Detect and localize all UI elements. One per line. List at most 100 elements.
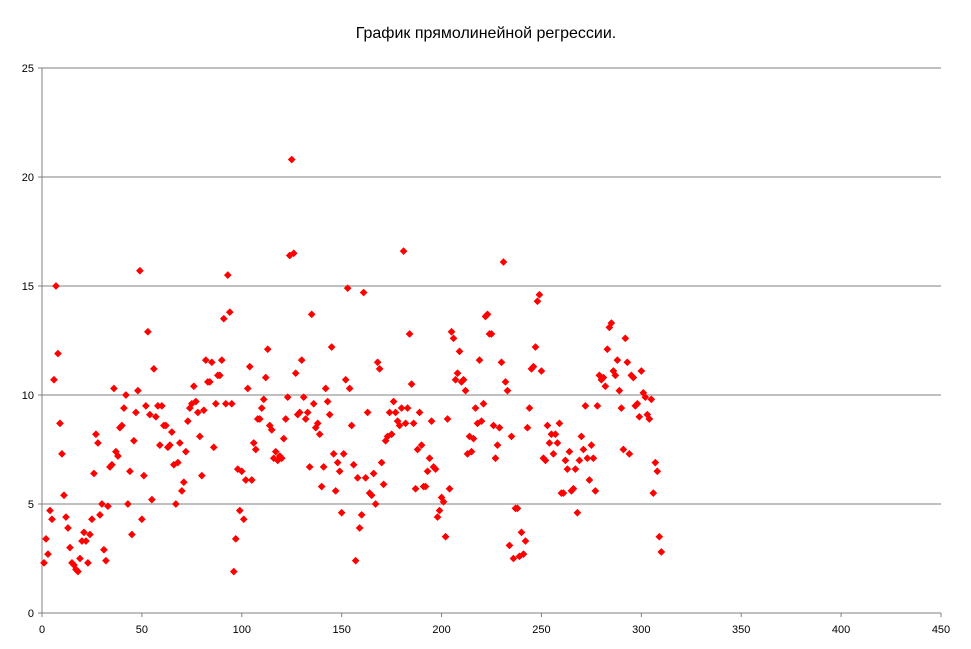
data-point (537, 367, 546, 375)
data-point (66, 543, 74, 552)
x-tick-label-3: 150 (332, 624, 350, 636)
x-tick-label-4: 200 (432, 624, 450, 636)
data-point (617, 404, 626, 413)
data-point (585, 476, 594, 484)
data-point (125, 467, 134, 476)
data-point (255, 415, 264, 423)
data-point (373, 358, 382, 367)
data-point (103, 502, 112, 511)
data-point (449, 334, 458, 343)
data-point (355, 524, 364, 532)
data-point (117, 421, 126, 430)
data-point (79, 528, 88, 537)
y-tick-label-0: 0 (28, 608, 34, 620)
data-point (289, 249, 298, 258)
data-point (613, 356, 622, 365)
data-point (157, 401, 166, 410)
data-point (395, 421, 404, 430)
data-point (587, 441, 596, 450)
data-point (191, 397, 200, 406)
data-point (333, 458, 342, 467)
data-point (569, 484, 578, 493)
data-point (583, 454, 592, 463)
data-point (359, 288, 368, 297)
data-point (139, 471, 148, 480)
data-point (401, 419, 410, 428)
data-point (455, 347, 464, 356)
data-point (503, 386, 512, 395)
data-point (147, 495, 156, 504)
data-point (173, 458, 182, 467)
data-point (519, 550, 528, 559)
data-point (411, 484, 420, 493)
data-point (465, 432, 474, 441)
data-point (257, 404, 266, 413)
data-point (317, 482, 326, 491)
data-point (209, 443, 218, 452)
data-point (161, 421, 170, 430)
data-point (323, 397, 332, 406)
data-point (81, 537, 90, 546)
data-point (149, 364, 158, 373)
data-point (635, 412, 644, 421)
data-point (44, 550, 52, 559)
data-point (483, 310, 492, 319)
data-point (201, 356, 210, 365)
data-point (633, 399, 642, 408)
data-point (46, 506, 54, 515)
y-tick-labels: 0 5 10 15 20 25 (22, 63, 34, 620)
data-point (129, 436, 138, 445)
data-point (235, 506, 244, 515)
data-point (351, 556, 360, 565)
data-point (225, 308, 234, 317)
axes (38, 67, 942, 617)
data-point (251, 445, 260, 454)
data-point (577, 432, 586, 441)
data-point (591, 486, 600, 495)
data-point (261, 373, 270, 382)
data-point (243, 384, 252, 393)
y-tick-label-1: 5 (28, 499, 34, 511)
data-point (141, 401, 150, 410)
x-tick-label-8: 400 (832, 624, 850, 636)
data-point (655, 532, 664, 541)
data-point (581, 401, 590, 410)
data-point (563, 465, 572, 474)
data-point (207, 358, 216, 367)
data-point (357, 510, 366, 519)
data-point (329, 449, 338, 458)
data-point (221, 399, 230, 408)
y-tick-label-4: 20 (22, 172, 34, 184)
data-point (529, 362, 538, 371)
data-point (58, 449, 66, 458)
data-point (91, 430, 100, 439)
data-point (219, 314, 228, 323)
data-point (535, 290, 544, 299)
data-point (555, 419, 564, 428)
data-point (97, 500, 106, 508)
data-point (309, 399, 318, 408)
data-point (40, 558, 48, 567)
data-point (269, 454, 278, 463)
data-point (247, 476, 256, 484)
data-point (507, 432, 516, 441)
data-point (345, 384, 354, 393)
data-point (477, 417, 486, 426)
data-point (181, 447, 190, 456)
data-point (245, 362, 254, 371)
data-point (611, 371, 620, 380)
data-point (48, 515, 56, 524)
data-point (135, 266, 144, 275)
data-point (533, 297, 542, 306)
data-point (601, 382, 610, 391)
data-point (367, 491, 376, 500)
data-point (621, 334, 630, 343)
data-point (441, 532, 450, 541)
data-point (391, 408, 400, 417)
data-point (215, 371, 224, 380)
data-point (145, 410, 154, 419)
data-point (427, 417, 436, 426)
data-point (599, 373, 608, 382)
data-point (171, 500, 180, 508)
data-point (305, 462, 314, 471)
